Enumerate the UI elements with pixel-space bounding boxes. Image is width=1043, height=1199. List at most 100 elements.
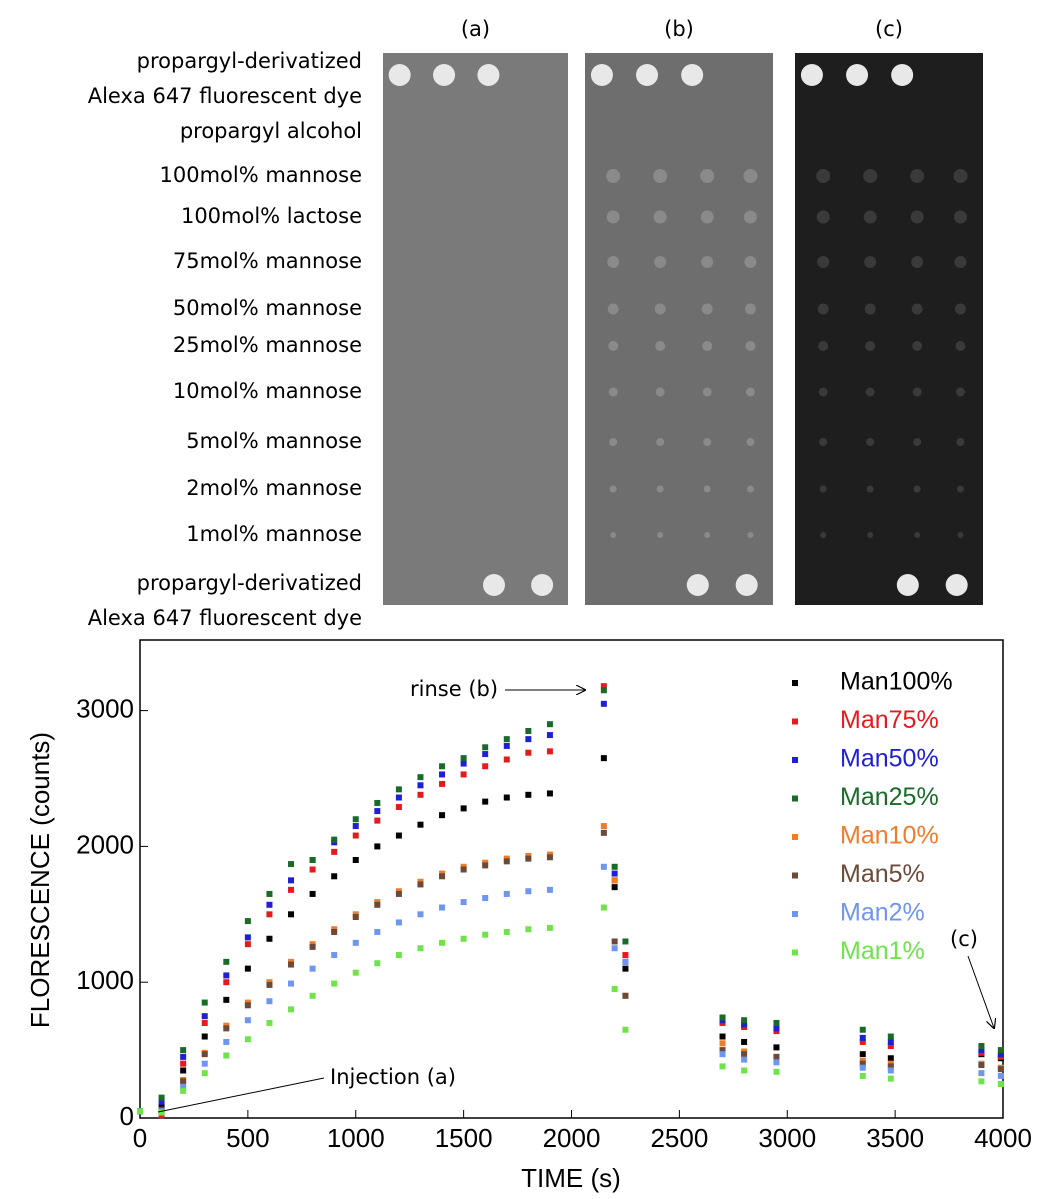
spot bbox=[911, 256, 924, 268]
row-label: 100mol% mannose bbox=[159, 163, 362, 187]
data-point bbox=[309, 992, 316, 999]
spot bbox=[913, 485, 921, 493]
data-point bbox=[244, 934, 251, 941]
data-point bbox=[223, 996, 230, 1003]
data-point bbox=[887, 1038, 894, 1045]
x-axis-label: TIME (s) bbox=[521, 1163, 621, 1193]
spot bbox=[686, 574, 709, 596]
data-point bbox=[244, 965, 251, 972]
data-point bbox=[773, 1019, 780, 1026]
data-point bbox=[309, 866, 316, 873]
legend-label: Man1% bbox=[840, 937, 925, 965]
data-point bbox=[352, 939, 359, 946]
row-label: 100mol% lactose bbox=[181, 204, 362, 228]
y-tick-label: 1000 bbox=[76, 965, 134, 995]
data-point bbox=[201, 1019, 208, 1026]
data-point bbox=[331, 848, 338, 855]
legend-label: Man100% bbox=[840, 668, 953, 696]
legend-marker bbox=[792, 949, 798, 956]
data-point bbox=[503, 756, 510, 763]
spot bbox=[866, 485, 874, 493]
data-point bbox=[460, 771, 467, 778]
data-point bbox=[503, 858, 510, 865]
y-tick-label: 3000 bbox=[76, 693, 134, 723]
data-point bbox=[546, 854, 553, 861]
spot bbox=[746, 438, 755, 446]
x-tick-label: 3000 bbox=[758, 1123, 816, 1153]
x-tick-label: 3500 bbox=[866, 1123, 924, 1153]
spot bbox=[606, 210, 620, 224]
data-point bbox=[288, 886, 295, 893]
data-point bbox=[352, 823, 359, 830]
legend-marker bbox=[792, 795, 798, 802]
data-point bbox=[719, 1033, 726, 1040]
data-point bbox=[600, 683, 607, 690]
data-point bbox=[201, 1051, 208, 1058]
data-point bbox=[223, 979, 230, 986]
data-point bbox=[525, 736, 532, 743]
data-point bbox=[439, 812, 446, 819]
spot bbox=[608, 387, 618, 397]
spot bbox=[744, 303, 756, 315]
data-point bbox=[978, 1043, 985, 1050]
spot bbox=[531, 574, 554, 596]
spot bbox=[867, 532, 874, 538]
data-point bbox=[266, 998, 273, 1005]
data-point bbox=[331, 836, 338, 843]
data-point bbox=[859, 1072, 866, 1079]
annotation: Injection (a) bbox=[330, 1065, 456, 1089]
spot bbox=[653, 169, 668, 183]
spot bbox=[700, 210, 714, 224]
data-point bbox=[503, 928, 510, 935]
data-point bbox=[546, 886, 553, 893]
legend-label: Man50% bbox=[840, 745, 939, 773]
data-point bbox=[611, 985, 618, 992]
data-point bbox=[417, 945, 424, 952]
data-point bbox=[331, 873, 338, 880]
data-point bbox=[622, 965, 629, 972]
data-point bbox=[978, 1047, 985, 1054]
data-point bbox=[439, 763, 446, 770]
data-point bbox=[859, 1026, 866, 1033]
data-point bbox=[288, 861, 295, 868]
data-point bbox=[223, 1052, 230, 1059]
data-point bbox=[180, 1078, 187, 1085]
data-point bbox=[719, 1051, 726, 1058]
data-point bbox=[611, 884, 618, 891]
data-point bbox=[482, 895, 489, 902]
data-point bbox=[266, 1019, 273, 1026]
spot bbox=[864, 303, 876, 315]
row-label: 2mol% mannose bbox=[186, 476, 362, 500]
data-point bbox=[460, 755, 467, 762]
data-point bbox=[741, 1056, 748, 1063]
data-point bbox=[309, 943, 316, 950]
data-point bbox=[859, 1034, 866, 1041]
data-point bbox=[180, 1047, 187, 1054]
data-point bbox=[600, 823, 607, 830]
data-point bbox=[887, 1063, 894, 1070]
x-tick-label: 1500 bbox=[435, 1123, 493, 1153]
data-point bbox=[622, 938, 629, 945]
spot bbox=[913, 438, 922, 446]
spot bbox=[955, 387, 965, 397]
spot bbox=[820, 532, 827, 538]
spot bbox=[607, 303, 619, 315]
data-point bbox=[460, 935, 467, 942]
data-point bbox=[887, 1033, 894, 1040]
y-tick-label: 2000 bbox=[76, 829, 134, 859]
data-point bbox=[482, 763, 489, 770]
x-tick-label: 0 bbox=[133, 1123, 147, 1153]
data-point bbox=[546, 790, 553, 797]
data-point bbox=[374, 799, 381, 806]
row-label: 25mol% mannose bbox=[173, 333, 362, 357]
spot bbox=[956, 438, 965, 446]
data-point bbox=[997, 1066, 1004, 1073]
annotation: (c) bbox=[950, 927, 978, 951]
spot bbox=[609, 485, 617, 493]
spot bbox=[433, 64, 456, 86]
spot bbox=[953, 210, 967, 224]
data-point bbox=[600, 687, 607, 694]
data-point bbox=[288, 911, 295, 918]
data-point bbox=[503, 736, 510, 743]
data-point bbox=[439, 939, 446, 946]
